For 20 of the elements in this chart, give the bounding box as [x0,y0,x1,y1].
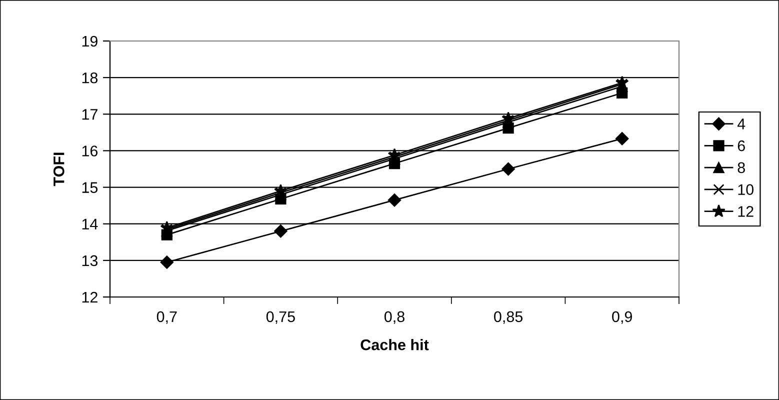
y-tick-label: 16 [82,146,98,156]
x-axis-title: Cache hit [360,339,429,350]
legend-label: 12 [738,206,754,217]
y-tick-label: 15 [82,182,98,193]
x-tick-label: 0,9 [612,311,632,324]
x-tick-label: 0,85 [494,311,523,324]
y-axis-title: TOFI [53,152,64,186]
x-tick-label: 0,7 [156,311,177,324]
y-tick-label: 14 [82,218,98,230]
y-tick-label: 19 [82,36,98,47]
legend-label: 6 [738,140,745,152]
y-tick-label: 17 [82,109,98,120]
legend-label: 4 [737,118,746,130]
legend-label: 8 [738,162,745,174]
y-tick-label: 12 [82,292,98,303]
legend-label: 10 [738,184,754,195]
x-tick-label: 0,8 [384,311,404,324]
y-tick-label: 13 [82,255,98,266]
y-tick-label: 18 [82,72,98,84]
x-tick-label: 0,75 [266,311,295,324]
